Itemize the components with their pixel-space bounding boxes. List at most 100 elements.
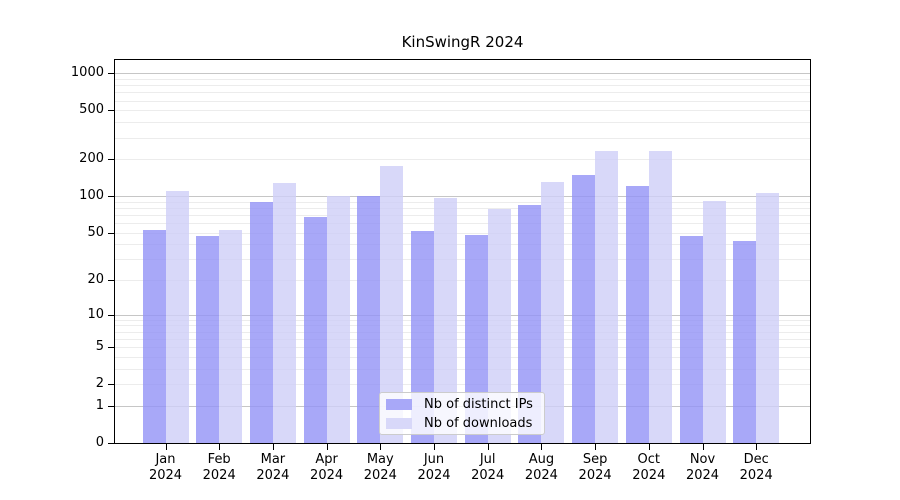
bar-distinct-ips-nov <box>679 235 703 443</box>
gridline-minor <box>115 85 810 87</box>
bar-distinct-ips-feb <box>196 235 220 443</box>
gridline-minor <box>115 110 810 112</box>
bar-downloads-dec <box>756 193 780 443</box>
y-tick-mark <box>108 232 114 234</box>
x-tick-mark <box>702 444 704 450</box>
x-tick-label-dec: Dec 2024 <box>739 452 773 483</box>
legend-item-downloads: Nb of downloads <box>386 415 544 431</box>
legend-label-downloads: Nb of downloads <box>424 415 533 431</box>
x-tick-mark <box>541 444 543 450</box>
y-tick-mark <box>108 110 114 112</box>
bar-downloads-nov <box>702 200 726 443</box>
gridline-minor <box>115 331 810 333</box>
gridline-minor <box>115 92 810 94</box>
y-tick-label: 5 <box>95 339 104 355</box>
bar-downloads-apr <box>326 196 350 443</box>
x-tick-mark <box>434 444 435 450</box>
chart-title: KinSwingR 2024 <box>401 33 524 51</box>
gridline-minor <box>115 280 810 282</box>
bar-distinct-ips-jul <box>464 234 488 443</box>
gridline-minor <box>115 100 810 102</box>
x-tick-label-nov: Nov 2024 <box>685 452 720 483</box>
gridline-minor <box>115 201 810 203</box>
y-tick-label: 200 <box>79 151 104 167</box>
gridline-minor <box>115 79 810 80</box>
x-tick-label-oct: Oct 2024 <box>632 452 666 483</box>
bar-downloads-jan <box>165 191 189 443</box>
y-tick-mark <box>108 73 114 75</box>
gridline-minor <box>115 319 810 321</box>
legend-swatch-distinct-ips <box>386 398 412 410</box>
bar-distinct-ips-jan <box>142 229 166 443</box>
x-tick-label-aug: Aug 2024 <box>524 452 558 483</box>
plot-area <box>114 59 811 444</box>
y-tick-label: 500 <box>79 102 104 118</box>
x-tick-mark <box>380 444 382 450</box>
bar-downloads-sep <box>595 150 619 443</box>
bar-downloads-oct <box>648 150 672 443</box>
legend-item-distinct-ips: Nb of distinct IPs <box>386 396 544 412</box>
gridline-major <box>115 73 810 75</box>
x-tick-label-may: May 2024 <box>363 452 397 483</box>
gridline-minor <box>115 223 810 224</box>
gridline-minor <box>115 122 810 124</box>
legend: Nb of distinct IPs Nb of downloads <box>379 392 545 435</box>
x-tick-mark <box>326 444 328 450</box>
x-tick-label-jun: Jun 2024 <box>417 452 451 483</box>
x-tick-label-jan: Jan 2024 <box>148 452 183 483</box>
gridline-minor <box>115 207 810 209</box>
y-tick-label: 10 <box>87 306 104 322</box>
y-tick-mark <box>108 384 114 386</box>
gridline-minor <box>115 356 810 358</box>
legend-swatch-downloads <box>386 417 412 429</box>
bar-distinct-ips-oct <box>625 185 649 443</box>
y-tick-label: 1 <box>95 397 104 413</box>
x-tick-label-mar: Mar 2024 <box>256 452 290 483</box>
y-tick-mark <box>108 443 114 444</box>
bar-downloads-jun <box>434 197 457 443</box>
bar-downloads-feb <box>219 229 243 443</box>
x-tick-mark <box>648 444 650 450</box>
x-tick-label-sep: Sep 2024 <box>578 452 612 483</box>
bar-distinct-ips-may <box>357 196 381 443</box>
legend-label-distinct-ips: Nb of distinct IPs <box>424 396 533 412</box>
bar-downloads-aug <box>541 181 565 443</box>
gridline-major <box>115 314 810 316</box>
y-tick-label: 0 <box>95 435 104 450</box>
y-tick-mark <box>108 280 114 282</box>
y-tick-label: 100 <box>79 188 104 204</box>
x-tick-mark <box>272 444 274 450</box>
gridline-minor <box>115 384 810 386</box>
x-tick-label-apr: Apr 2024 <box>310 452 344 483</box>
gridline-minor <box>115 259 810 261</box>
bar-distinct-ips-jun <box>411 230 434 443</box>
gridline-minor <box>115 338 810 340</box>
bar-downloads-mar <box>272 183 296 443</box>
y-tick-label: 20 <box>87 272 104 288</box>
bar-downloads-may <box>380 166 404 443</box>
gridline-minor <box>115 368 810 370</box>
y-tick-label: 1000 <box>70 65 104 81</box>
y-tick-mark <box>108 314 114 316</box>
x-tick-mark <box>595 444 597 450</box>
bar-distinct-ips-aug <box>518 205 542 443</box>
y-tick-mark <box>108 196 114 198</box>
gridline-minor <box>115 214 810 216</box>
x-tick-label-jul: Jul 2024 <box>471 452 505 483</box>
gridline-minor <box>115 244 810 246</box>
bar-distinct-ips-dec <box>733 240 757 443</box>
gridline-minor <box>115 137 810 139</box>
y-tick-mark <box>108 405 114 407</box>
y-tick-mark <box>108 159 114 161</box>
gridline-minor <box>115 159 810 161</box>
y-tick-mark <box>108 347 114 349</box>
gridline-major <box>115 196 810 198</box>
x-tick-mark <box>165 444 167 450</box>
bar-distinct-ips-sep <box>572 174 596 443</box>
x-tick-mark <box>756 444 758 450</box>
y-tick-label: 2 <box>95 376 104 392</box>
gridline-minor <box>115 325 810 327</box>
x-tick-label-feb: Feb 2024 <box>202 452 236 483</box>
bar-distinct-ips-apr <box>303 216 327 443</box>
